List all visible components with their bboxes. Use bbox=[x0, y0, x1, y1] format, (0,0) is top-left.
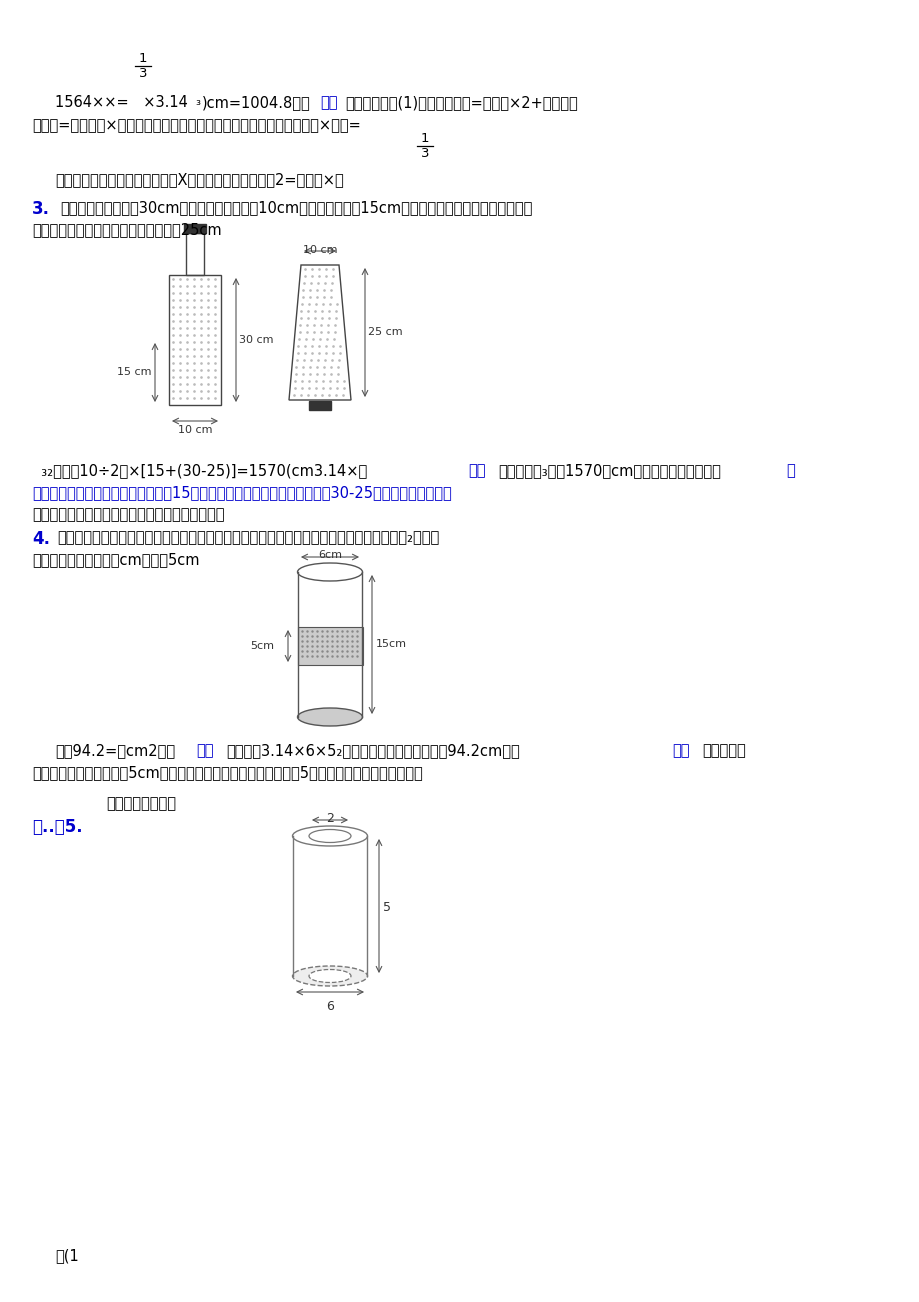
Text: 气的体积，把这两部分体积相加就是酒瓶的容积。: 气的体积，把这两部分体积相加就是酒瓶的容积。 bbox=[32, 506, 224, 522]
Text: 10 cm: 10 cm bbox=[302, 245, 337, 255]
Text: 1: 1 bbox=[139, 52, 147, 65]
Text: 6: 6 bbox=[325, 1000, 334, 1013]
Text: 15 cm: 15 cm bbox=[117, 367, 152, 378]
Text: 如下图，爷爷的水杯中部有一圈装饰，是悦悦怕烫伤爷爷的手特意贴上的。这条装饰圈　₂？　，: 如下图，爷爷的水杯中部有一圈装饰，是悦悦怕烫伤爷爷的手特意贴上的。这条装饰圈 ₂… bbox=[57, 530, 438, 546]
Bar bbox=[298, 628, 363, 665]
Text: 2: 2 bbox=[325, 812, 334, 825]
Text: 6cm: 6cm bbox=[318, 549, 342, 560]
Ellipse shape bbox=[292, 825, 367, 846]
Text: 25 cm: 25 cm bbox=[368, 327, 403, 337]
Text: )cm=1004.8　【: )cm=1004.8 【 bbox=[202, 95, 311, 109]
Text: 解析: 解析 bbox=[320, 95, 337, 109]
Text: 解: 解 bbox=[785, 464, 794, 478]
Ellipse shape bbox=[297, 708, 362, 727]
Ellipse shape bbox=[309, 970, 351, 983]
Text: 4.: 4. bbox=[32, 530, 50, 548]
Bar bbox=[309, 401, 331, 410]
Text: ）(1: ）(1 bbox=[55, 1249, 79, 1263]
Text: 计算下列图形的体: 计算下列图形的体 bbox=[106, 796, 176, 811]
Ellipse shape bbox=[292, 966, 367, 986]
Text: 】解：　3.14×6×5₂。　答：装饰圈的面积是　94.2cm　【: 】解： 3.14×6×5₂。 答：装饰圈的面积是 94.2cm 【 bbox=[226, 743, 519, 758]
Text: 答案: 答案 bbox=[468, 464, 485, 478]
Text: 根据公式计算体积即可。　　X　　，）圆锥的体积（2=底面积×高: 根据公式计算体积即可。 X ，）圆锥的体积（2=底面积×高 bbox=[55, 172, 344, 187]
Text: 】【分析】: 】【分析】 bbox=[701, 743, 745, 758]
Text: 3: 3 bbox=[139, 66, 147, 79]
Text: ₃₂）　（10÷2）×[15+(30-25)]=1570(cm3.14×【: ₃₂） （10÷2）×[15+(30-25)]=1570(cm3.14×【 bbox=[32, 464, 367, 478]
Bar bbox=[184, 224, 206, 233]
Text: 5: 5 bbox=[382, 901, 391, 914]
Text: ）　94.2=（cm2　【: ） 94.2=（cm2 【 bbox=[55, 743, 175, 758]
Ellipse shape bbox=[309, 829, 351, 842]
Text: 解析: 解析 bbox=[671, 743, 688, 758]
Text: 答案: 答案 bbox=[196, 743, 213, 758]
Text: 10 cm: 10 cm bbox=[177, 424, 212, 435]
Text: 求酒瓶的容积。向下倒立，这时酒深　25cm: 求酒瓶的容积。向下倒立，这时酒深 25cm bbox=[32, 223, 221, 237]
Text: 】　【分析】(1)圆柱的表面积=底面积×2+侧面积，: 】 【分析】(1)圆柱的表面积=底面积×2+侧面积， bbox=[345, 95, 577, 109]
Text: 15cm: 15cm bbox=[376, 639, 406, 648]
Text: 侧面积=底面周长×高，　圆柱的　高，　根据公式计算即可；　底面积×体积=: 侧面积=底面周长×高， 圆柱的 高， 根据公式计算即可； 底面积×体积= bbox=[32, 118, 360, 133]
Text: 5cm: 5cm bbox=[250, 641, 274, 651]
Text: 装饰圈的面积是多少　cm　宽　5cm: 装饰圈的面积是多少 cm 宽 5cm bbox=[32, 552, 199, 566]
Text: 3: 3 bbox=[420, 147, 429, 160]
Text: 一个酒瓶里面深　30cm，　底面内直径是　10cm，　瓶里酒深　15cm。把瓶口塞紧后使其瓶口　　　。: 一个酒瓶里面深 30cm， 底面内直径是 10cm， 瓶里酒深 15cm。把瓶口… bbox=[60, 201, 532, 215]
Text: 3.: 3. bbox=[32, 201, 50, 217]
Text: ₃: ₃ bbox=[195, 95, 199, 108]
Text: 析】【分析】酒瓶的容积相当于高　15　厘米的圆柱形酒的体积，和高是（30-25）厘米　的圆柱形空: 析】【分析】酒瓶的容积相当于高 15 厘米的圆柱形酒的体积，和高是（30-25）… bbox=[32, 486, 451, 500]
Text: 积..　5.: 积.. 5. bbox=[32, 818, 83, 836]
Text: 】　解：　₃。　1570　cm　答：酒瓶的容积是【: 】 解： ₃。 1570 cm 答：酒瓶的容积是【 bbox=[497, 464, 720, 478]
Text: 30 cm: 30 cm bbox=[239, 335, 273, 345]
Bar bbox=[169, 275, 221, 405]
Text: 1: 1 bbox=[420, 132, 429, 145]
Bar bbox=[186, 233, 204, 275]
Text: 解：装饰圈的面积就是高5cm　的圆柱的侧面积，用底面周长乘　5　即可求　出装饰圈的面积。: 解：装饰圈的面积就是高5cm 的圆柱的侧面积，用底面周长乘 5 即可求 出装饰圈… bbox=[32, 766, 423, 780]
Text: 1564××= ×3.14: 1564××= ×3.14 bbox=[55, 95, 187, 109]
